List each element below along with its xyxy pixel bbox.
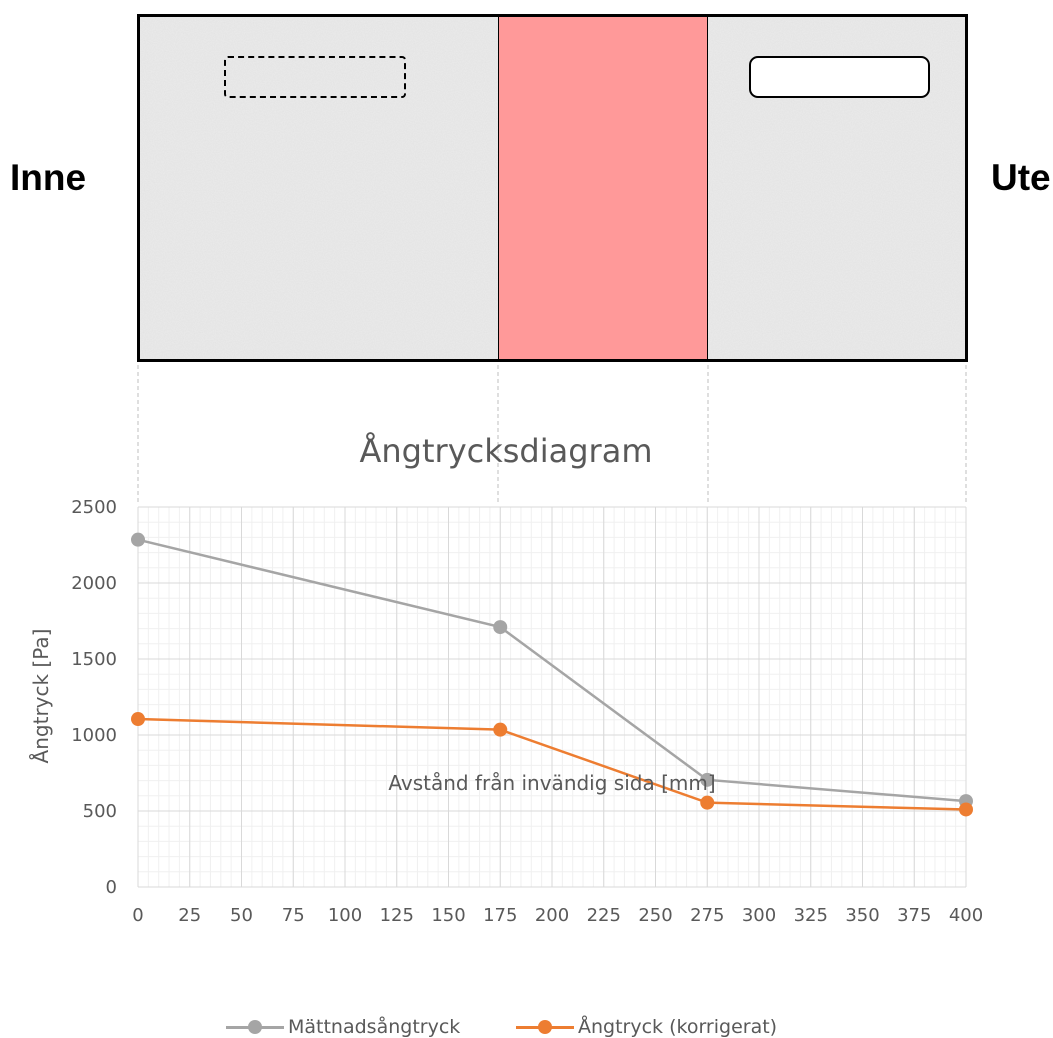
inner-concrete-layer [137, 14, 500, 362]
y-tick-label: 2500 [71, 497, 117, 518]
series-line [137, 538, 967, 803]
legend-label: Mättnadsångtryck [288, 1016, 461, 1038]
data-point [493, 620, 508, 635]
series-vapor-pressure [131, 712, 973, 817]
data-point [131, 712, 145, 727]
data-point [700, 795, 715, 810]
series [131, 532, 973, 817]
x-tick-label: 225 [587, 905, 621, 926]
y-tick-label: 1000 [71, 725, 117, 746]
x-tick-label: 275 [690, 905, 724, 926]
legend-label: Ångtryck (korrigerat) [578, 1016, 778, 1038]
data-point [700, 772, 715, 787]
x-tick-label: 200 [535, 905, 569, 926]
legend-swatch [226, 1020, 284, 1034]
x-tick-label: 75 [282, 905, 305, 926]
x-tick-label: 325 [794, 905, 828, 926]
x-tick-label: 100 [328, 905, 362, 926]
x-tick-label: 375 [897, 905, 931, 926]
x-tick-label: 350 [845, 905, 879, 926]
grid [137, 506, 967, 888]
outside-label: Ute [991, 157, 1051, 198]
inside-label: Inne [10, 157, 87, 198]
x-tick-label: 125 [380, 905, 414, 926]
wall-cross-section: Inne Ute [0, 0, 1053, 370]
legend: Mättnadsångtryck Ångtryck (korrigerat) [0, 1016, 1053, 1038]
x-tick-label: 250 [638, 905, 672, 926]
data-point [959, 802, 973, 817]
x-tick-label: 150 [431, 905, 465, 926]
x-tick-label: 0 [132, 905, 143, 926]
concrete-texture [140, 17, 499, 359]
x-tick-label: 400 [949, 905, 983, 926]
y-tick-label: 1500 [71, 649, 117, 670]
data-point [131, 532, 145, 547]
legend-item-saturation: Mättnadsångtryck [226, 1016, 460, 1038]
x-tick-label: 25 [178, 905, 201, 926]
axis-ticks: 0 25 50 75 100 125 150 175 200 225 250 275 300 325 350… [71, 497, 983, 926]
dashed-marker-box [224, 56, 406, 98]
legend-item-vapor: Ångtryck (korrigerat) [516, 1016, 777, 1038]
data-point [493, 722, 508, 737]
y-tick-label: 0 [106, 877, 117, 898]
y-tick-label: 2000 [71, 573, 117, 594]
x-tick-label: 175 [483, 905, 517, 926]
x-axis-label: Avstånd från invändig sida [mm] [388, 771, 715, 795]
series-line [137, 717, 967, 811]
insulation-layer [498, 14, 709, 362]
legend-swatch [516, 1020, 574, 1034]
x-tick-label: 300 [742, 905, 776, 926]
solid-marker-box [749, 56, 930, 98]
y-tick-label: 500 [83, 801, 117, 822]
y-axis-label: Ångtryck [Pa] [29, 629, 53, 764]
chart-title: Ångtrycksdiagram [360, 432, 653, 470]
x-tick-label: 50 [230, 905, 253, 926]
